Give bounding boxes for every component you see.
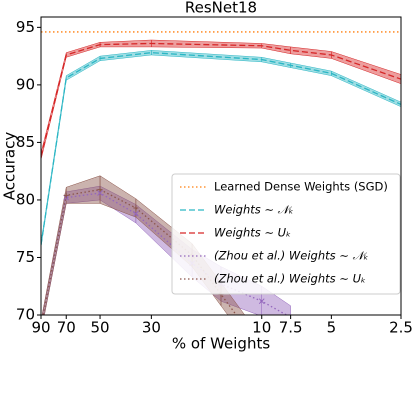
marker: [97, 190, 103, 196]
y-tick-label: 85: [16, 133, 35, 151]
legend-label: Weights ∼ 𝒩ₖ: [214, 203, 294, 217]
legend-label: (Zhou et al.) Weights ∼ Uₖ: [214, 272, 366, 286]
std-band: [65, 55, 101, 81]
legend-label: Learned Dense Weights (SGD): [214, 180, 388, 194]
y-tick-label: 80: [16, 190, 35, 208]
x-tick-label: 7.5: [279, 319, 303, 337]
y-tick-label: 70: [16, 306, 35, 324]
x-axis-label: % of Weights: [172, 335, 271, 353]
legend: Learned Dense Weights (SGD) Weights ∼ 𝒩ₖ W…: [171, 173, 401, 295]
marker: [63, 192, 69, 198]
y-axis-label: Accuracy: [1, 132, 19, 201]
x-tick-label: 50: [91, 319, 110, 337]
marker: [133, 205, 139, 211]
legend-box: [171, 173, 401, 295]
x-tick-label: 10: [252, 319, 271, 337]
y-tick-label: 95: [16, 18, 35, 36]
std-band: [65, 175, 101, 204]
legend-label: (Zhou et al.) Weights ∼ 𝒩ₖ: [214, 249, 369, 263]
x-tick-label: 70: [57, 319, 76, 337]
marker: [258, 298, 265, 305]
series-line: [41, 52, 401, 245]
series-line: [42, 192, 288, 315]
marker: [97, 187, 103, 193]
x-tick-label: 2.5: [389, 319, 413, 337]
std-band: [99, 50, 152, 62]
legend-label: Weights ∼ Uₖ: [214, 226, 291, 240]
y-tick-label: 75: [16, 248, 35, 266]
x-tick-label: 90: [31, 319, 50, 337]
lines: [41, 31, 401, 315]
marker: [133, 210, 139, 217]
plot-frame: [40, 16, 402, 316]
series-line: [41, 42, 401, 157]
x-tick-label: 5: [327, 319, 337, 337]
std-band: [290, 62, 332, 76]
std-band: [261, 56, 291, 68]
std-band: [151, 50, 262, 63]
y-tick-label: 90: [16, 75, 35, 93]
x-tick-label: 30: [142, 319, 161, 337]
chart-title: ResNet18: [185, 0, 257, 17]
